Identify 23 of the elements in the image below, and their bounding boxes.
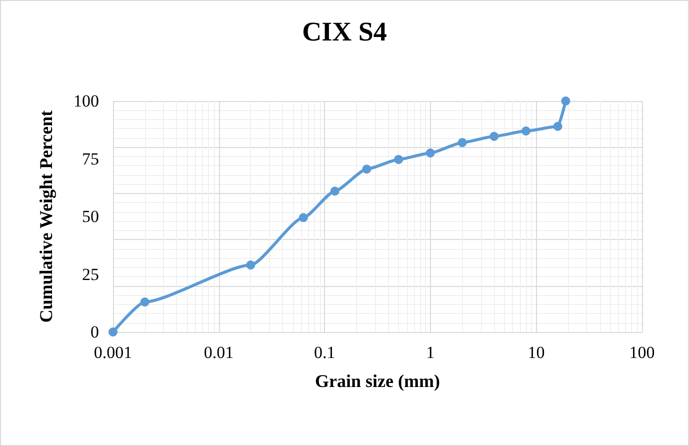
y-tick-label: 0 bbox=[90, 322, 99, 342]
point bbox=[394, 154, 404, 164]
y-axis-title: Cumulative Weight Percent bbox=[36, 110, 56, 323]
y-tick-label: 50 bbox=[82, 207, 99, 226]
point bbox=[553, 122, 562, 131]
x-tick-label: 0.01 bbox=[204, 343, 234, 362]
x-axis-title: Grain size (mm) bbox=[315, 371, 440, 391]
y-tick-label: 25 bbox=[82, 264, 99, 284]
point bbox=[490, 132, 499, 141]
x-tick-label: 1 bbox=[426, 343, 435, 362]
x-tick-label: 10 bbox=[528, 343, 545, 362]
x-tick-label: 0.1 bbox=[314, 343, 336, 362]
y-tick-label: 100 bbox=[74, 92, 99, 110]
point bbox=[521, 126, 530, 136]
x-tick-label: 0.001 bbox=[94, 343, 132, 362]
point bbox=[362, 164, 372, 174]
x-tick-label: 100 bbox=[629, 343, 655, 362]
point bbox=[330, 186, 340, 196]
point bbox=[458, 138, 467, 148]
point bbox=[298, 213, 308, 222]
y-tick-label: 75 bbox=[82, 149, 99, 168]
chart-title: CIX S4 bbox=[302, 16, 387, 46]
point bbox=[426, 148, 435, 158]
